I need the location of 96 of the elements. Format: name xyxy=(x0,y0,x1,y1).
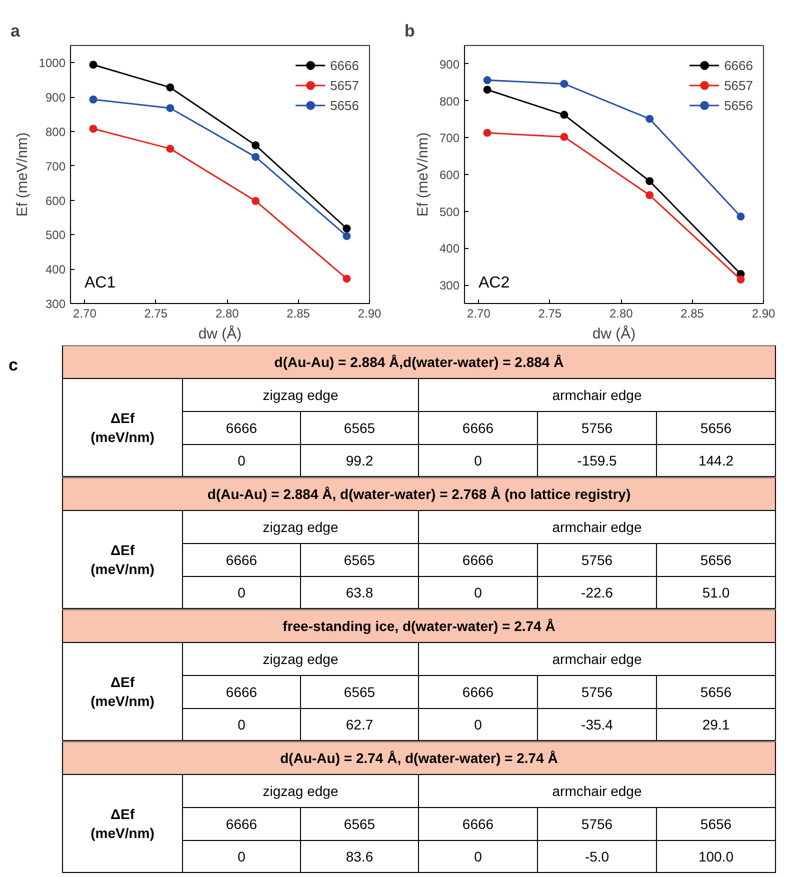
y-tick-label: 600 xyxy=(45,194,66,208)
data-label: 29.1 xyxy=(702,716,730,732)
category-label: 6666 xyxy=(462,684,494,700)
text: c xyxy=(8,356,18,374)
x-axis-title: dw (Å) xyxy=(592,324,636,342)
legend-label: 5656 xyxy=(724,98,753,112)
y-tick-label: 700 xyxy=(439,131,460,146)
text: free-standing ice, d(water-water) = 2.74 Å xyxy=(282,618,556,634)
y-tick-label: 800 xyxy=(439,94,460,108)
text: ΔEf (meV/nm) xyxy=(90,410,154,446)
x-tick-label: 2.75 xyxy=(144,306,168,320)
text: armchair edge xyxy=(552,387,642,403)
category-label: 6666 xyxy=(226,684,258,700)
text: b xyxy=(404,22,415,40)
y-tick-label: 900 xyxy=(45,90,66,105)
text: d(Au-Au) = 2.74 Å, d(water-water) = 2.74 Å xyxy=(280,750,558,766)
category-label: 5656 xyxy=(700,816,732,832)
y-tick-label: 500 xyxy=(439,204,460,219)
text: ΔEf (meV/nm) xyxy=(90,542,154,578)
data-label: 100.0 xyxy=(698,848,734,864)
legend-label: 5657 xyxy=(330,78,359,92)
x-tick-label: 2.80 xyxy=(609,306,634,320)
text: ΔEf (meV/nm) xyxy=(90,806,154,842)
text: armchair edge xyxy=(552,783,642,799)
category-label: 6565 xyxy=(344,552,376,568)
data-label: 83.6 xyxy=(346,848,374,864)
data-label: 0 xyxy=(238,716,246,732)
category-label: 6565 xyxy=(344,684,376,700)
data-label: 51.0 xyxy=(702,584,730,600)
data-label: 99.2 xyxy=(346,452,374,468)
x-tick-label: 2.75 xyxy=(538,306,562,320)
data-label: 0 xyxy=(238,584,246,600)
x-tick-label: 2.70 xyxy=(73,306,97,320)
data-label: -35.4 xyxy=(581,716,614,732)
legend-label: 6666 xyxy=(724,58,753,72)
data-label: 62.7 xyxy=(346,716,374,732)
y-tick-label: 300 xyxy=(439,278,460,293)
category-label: 5756 xyxy=(581,420,613,436)
y-tick-label: 400 xyxy=(439,242,460,256)
category-label: 6666 xyxy=(226,816,258,832)
category-label: 6666 xyxy=(226,552,258,568)
y-tick-label: 600 xyxy=(439,168,460,182)
data-label: 63.8 xyxy=(346,584,374,600)
annotation: AC1 xyxy=(84,274,116,292)
category-label: 6666 xyxy=(462,816,494,832)
text: d(Au-Au) = 2.884 Å,d(water-water) = 2.884 Å xyxy=(274,354,564,370)
category-label: 5656 xyxy=(700,420,732,436)
data-label: 144.2 xyxy=(698,452,734,468)
x-tick-label: 2.85 xyxy=(286,306,310,320)
text: armchair edge xyxy=(552,519,642,535)
y-tick-label: 900 xyxy=(439,57,460,72)
category-label: 6666 xyxy=(462,552,494,568)
y-tick-label: 800 xyxy=(45,125,66,139)
y-tick-label: 700 xyxy=(45,159,66,174)
y-tick-label: 1000 xyxy=(38,56,66,70)
data-label: 0 xyxy=(238,848,246,864)
text: zigzag edge xyxy=(262,783,338,799)
data-label: 0 xyxy=(474,584,482,600)
category-label: 5656 xyxy=(700,552,732,568)
text: a xyxy=(10,22,20,40)
text: zigzag edge xyxy=(262,651,338,667)
legend-label: 5656 xyxy=(330,98,359,112)
x-tick-label: 2.70 xyxy=(467,306,491,320)
text: d(Au-Au) = 2.884 Å, d(water-water) = 2.768 Å (no lattice registry) xyxy=(207,486,631,502)
y-tick-label: 400 xyxy=(45,262,66,277)
text: ΔEf (meV/nm) xyxy=(90,674,154,710)
x-tick-label: 2.90 xyxy=(752,306,776,320)
x-tick-label: 2.85 xyxy=(680,306,704,320)
category-label: 6565 xyxy=(344,816,376,832)
annotation: AC2 xyxy=(478,274,510,292)
legend-label: 6666 xyxy=(330,58,359,72)
category-label: 6565 xyxy=(344,420,376,436)
legend-label: 5657 xyxy=(724,78,753,92)
data-label: 0 xyxy=(238,452,246,468)
data-label: -5.0 xyxy=(584,848,610,864)
x-tick-label: 2.90 xyxy=(358,306,382,320)
text: armchair edge xyxy=(552,651,642,667)
category-label: 5756 xyxy=(581,816,613,832)
data-label: 0 xyxy=(474,716,482,732)
y-axis-title: Ef (meV/nm) xyxy=(414,132,432,217)
data-label: 0 xyxy=(474,848,482,864)
data-label: -159.5 xyxy=(577,452,618,468)
y-axis-title: Ef (meV/nm) xyxy=(14,132,31,217)
data-label: 0 xyxy=(474,452,482,468)
y-tick-label: 300 xyxy=(45,297,66,311)
category-label: 5756 xyxy=(581,552,613,568)
data-label: -22.6 xyxy=(581,584,614,600)
x-axis-title: dw (Å) xyxy=(198,324,242,342)
category-label: 6666 xyxy=(462,420,494,436)
category-label: 5756 xyxy=(581,684,613,700)
y-tick-label: 500 xyxy=(45,228,66,242)
category-label: 5656 xyxy=(700,684,732,700)
text: zigzag edge xyxy=(262,387,338,403)
x-tick-label: 2.80 xyxy=(215,306,240,320)
category-label: 6666 xyxy=(226,420,258,436)
text: zigzag edge xyxy=(262,519,338,535)
